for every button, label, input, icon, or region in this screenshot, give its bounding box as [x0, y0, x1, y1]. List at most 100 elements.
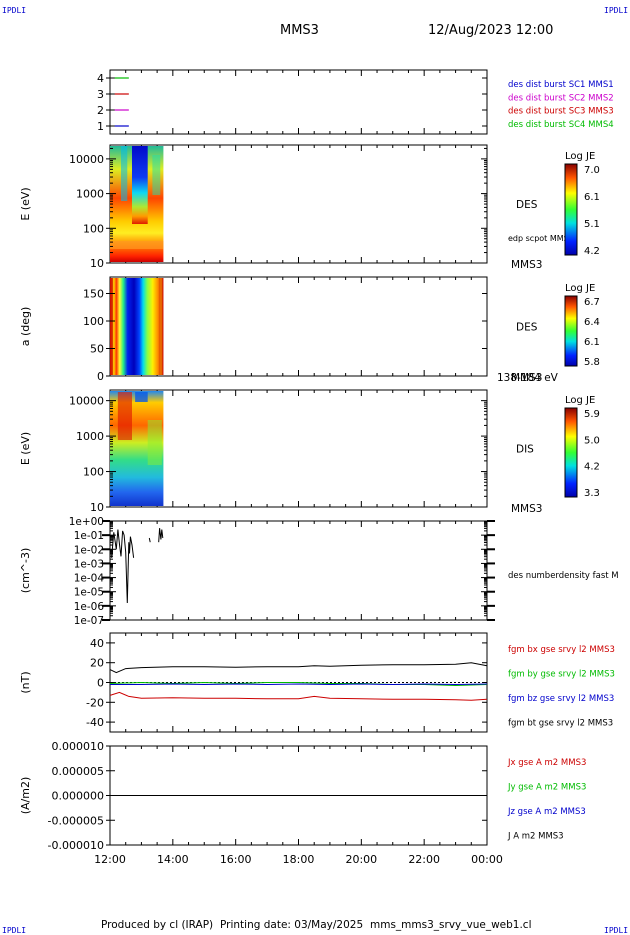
density-y-tick-label: 1e-03 [74, 558, 104, 570]
current-y-tick-label: 0.000000 [52, 790, 105, 803]
current-y-tick-label: 0.000005 [52, 765, 105, 778]
dis-colorbar-title: Log JE [565, 395, 595, 406]
spectrogram-feature [110, 278, 114, 375]
time-axis-label: 18:00 [283, 853, 315, 866]
corner-tag-bottom-right: IPDLI [604, 926, 629, 935]
footer-printing-date: Printing date: 03/May/2025 [220, 919, 364, 931]
time-axis-label: 12:00 [94, 853, 126, 866]
spectrogram-feature [147, 420, 162, 465]
pitch-y-tick-label: 150 [83, 288, 104, 301]
availability-legend: des dist burst SC1 MMS1 [508, 80, 614, 90]
instrument-label: DIS [516, 444, 534, 456]
spacecraft-title: MMS3 [280, 23, 319, 38]
des-energy-colorbar-tick-label: 7.0 [584, 165, 600, 176]
bfield-line-bx [109, 691, 488, 701]
dis-energy-y-tick-label: 1000 [76, 430, 104, 443]
density-y-tick-label: 1e-02 [74, 544, 104, 556]
bfield-y-tick-label: -40 [86, 716, 104, 729]
footer-filename: mms_mms3_srvy_vue_web1.cl [370, 919, 532, 931]
panel-frame-0 [109, 69, 488, 135]
des-energy-y-tick-label: 10 [90, 257, 104, 270]
density-y-tick-label: 1e-05 [74, 587, 104, 599]
dis-energy-ylabel: E (eV) [19, 432, 32, 465]
bfield-y-tick-label: 0 [97, 677, 104, 690]
density-line [111, 529, 135, 604]
density-line [148, 537, 151, 543]
current-legend: Jz gse A m2 MMS3 [507, 807, 586, 817]
dis-colorbar-tick-label: 5.9 [584, 409, 600, 420]
pitch-colorbar [564, 295, 578, 367]
dis-energy-y-tick-label: 10 [90, 501, 104, 514]
bfield-y-tick-label: 40 [90, 637, 104, 650]
time-axis-label: 20:00 [345, 853, 377, 866]
pitch-y-tick-label: 50 [90, 343, 104, 356]
bfield-legend: fgm bx gse srvy l2 MMS3 [508, 645, 615, 655]
spectrogram-feature [117, 392, 132, 440]
availability-legend: des dist burst SC2 MMS2 [508, 93, 614, 103]
des-energy-colorbar-tick-label: 4.2 [584, 246, 600, 257]
panel-frame-1 [109, 144, 488, 264]
spectrogram-feature [152, 155, 161, 195]
pitch-colorbar-tick-label: 6.4 [584, 317, 600, 328]
dis-colorbar [564, 407, 578, 498]
dis-energy-y-tick-label: 10000 [69, 395, 104, 408]
spacecraft-label: MMS3 [511, 259, 542, 271]
dis-colorbar-tick-label: 3.3 [584, 488, 600, 499]
availability-y-tick-label: 3 [97, 88, 104, 101]
availability-y-tick-label: 1 [97, 120, 104, 133]
dis-colorbar-tick-label: 5.0 [584, 435, 600, 446]
time-axis-label: 14:00 [157, 853, 189, 866]
energy-range-label: 138-184 eV [497, 372, 559, 384]
spectrogram-feature [110, 241, 164, 249]
pitch-y-tick-label: 100 [83, 315, 104, 328]
availability-y-tick-label: 4 [97, 72, 104, 85]
panel-frame-3 [109, 389, 488, 508]
current-y-tick-label: -0.000010 [48, 839, 104, 852]
pitch-ylabel: a (deg) [19, 307, 32, 347]
availability-legend: des dist burst SC4 MMS4 [508, 120, 614, 130]
density-y-tick-label: 1e-01 [74, 530, 104, 542]
time-axis-label: 00:00 [471, 853, 503, 866]
des-energy-colorbar-tick-label: 6.1 [584, 192, 600, 203]
panel-frame-2 [109, 276, 488, 377]
datetime-title: 12/Aug/2023 12:00 [428, 23, 554, 38]
corner-tag-bottom-left: IPDLI [2, 926, 27, 935]
instrument-label: DES [516, 322, 538, 334]
instrument-label: DES [516, 199, 538, 211]
bfield-ylabel: (nT) [19, 671, 32, 693]
time-axis-label: 16:00 [220, 853, 252, 866]
des-energy-y-tick-label: 100 [83, 222, 104, 235]
pitch-colorbar-title: Log JE [565, 283, 595, 294]
pitch-y-tick-label: 0 [97, 370, 104, 383]
time-axis-label: 22:00 [408, 853, 440, 866]
density-ylabel: (cm^-3) [19, 548, 32, 594]
density-y-tick-label: 1e-07 [74, 615, 104, 627]
density-legend: des numberdensity fast M [508, 571, 619, 581]
current-legend: J A m2 MMS3 [507, 832, 564, 842]
des-energy-ylabel: E (eV) [19, 187, 32, 220]
pitch-colorbar-tick-label: 6.1 [584, 337, 600, 348]
spectrogram-feature [135, 392, 148, 402]
spectrogram-feature [158, 278, 164, 375]
current-y-tick-label: -0.000005 [48, 814, 104, 827]
density-y-tick-label: 1e-06 [74, 601, 105, 613]
bfield-line-bt [109, 662, 488, 674]
panel-frame-4 [109, 520, 488, 621]
spacecraft-potential-label: edp scpot MMS3 [508, 234, 574, 243]
density-y-tick-label: 1e-04 [74, 573, 105, 585]
bfield-legend: fgm bz gse srvy l2 MMS3 [508, 694, 614, 704]
bfield-legend: fgm bt gse srvy l2 MMS3 [508, 719, 613, 729]
des-energy-colorbar [564, 163, 578, 256]
density-line [158, 528, 164, 543]
spectrogram-block [110, 278, 164, 375]
bfield-legend: fgm by gse srvy l2 MMS3 [508, 670, 615, 680]
current-y-tick-label: 0.000010 [52, 740, 105, 753]
footer-produced: Produced by cl (IRAP) [101, 919, 214, 931]
bfield-y-tick-label: -20 [86, 696, 104, 709]
dis-energy-y-tick-label: 100 [83, 466, 104, 479]
current-ylabel: (A/m2) [19, 777, 32, 815]
current-legend: Jx gse A m2 MMS3 [507, 758, 586, 768]
current-legend: Jy gse A m2 MMS3 [507, 783, 586, 793]
bfield-y-tick-label: 20 [90, 657, 104, 670]
